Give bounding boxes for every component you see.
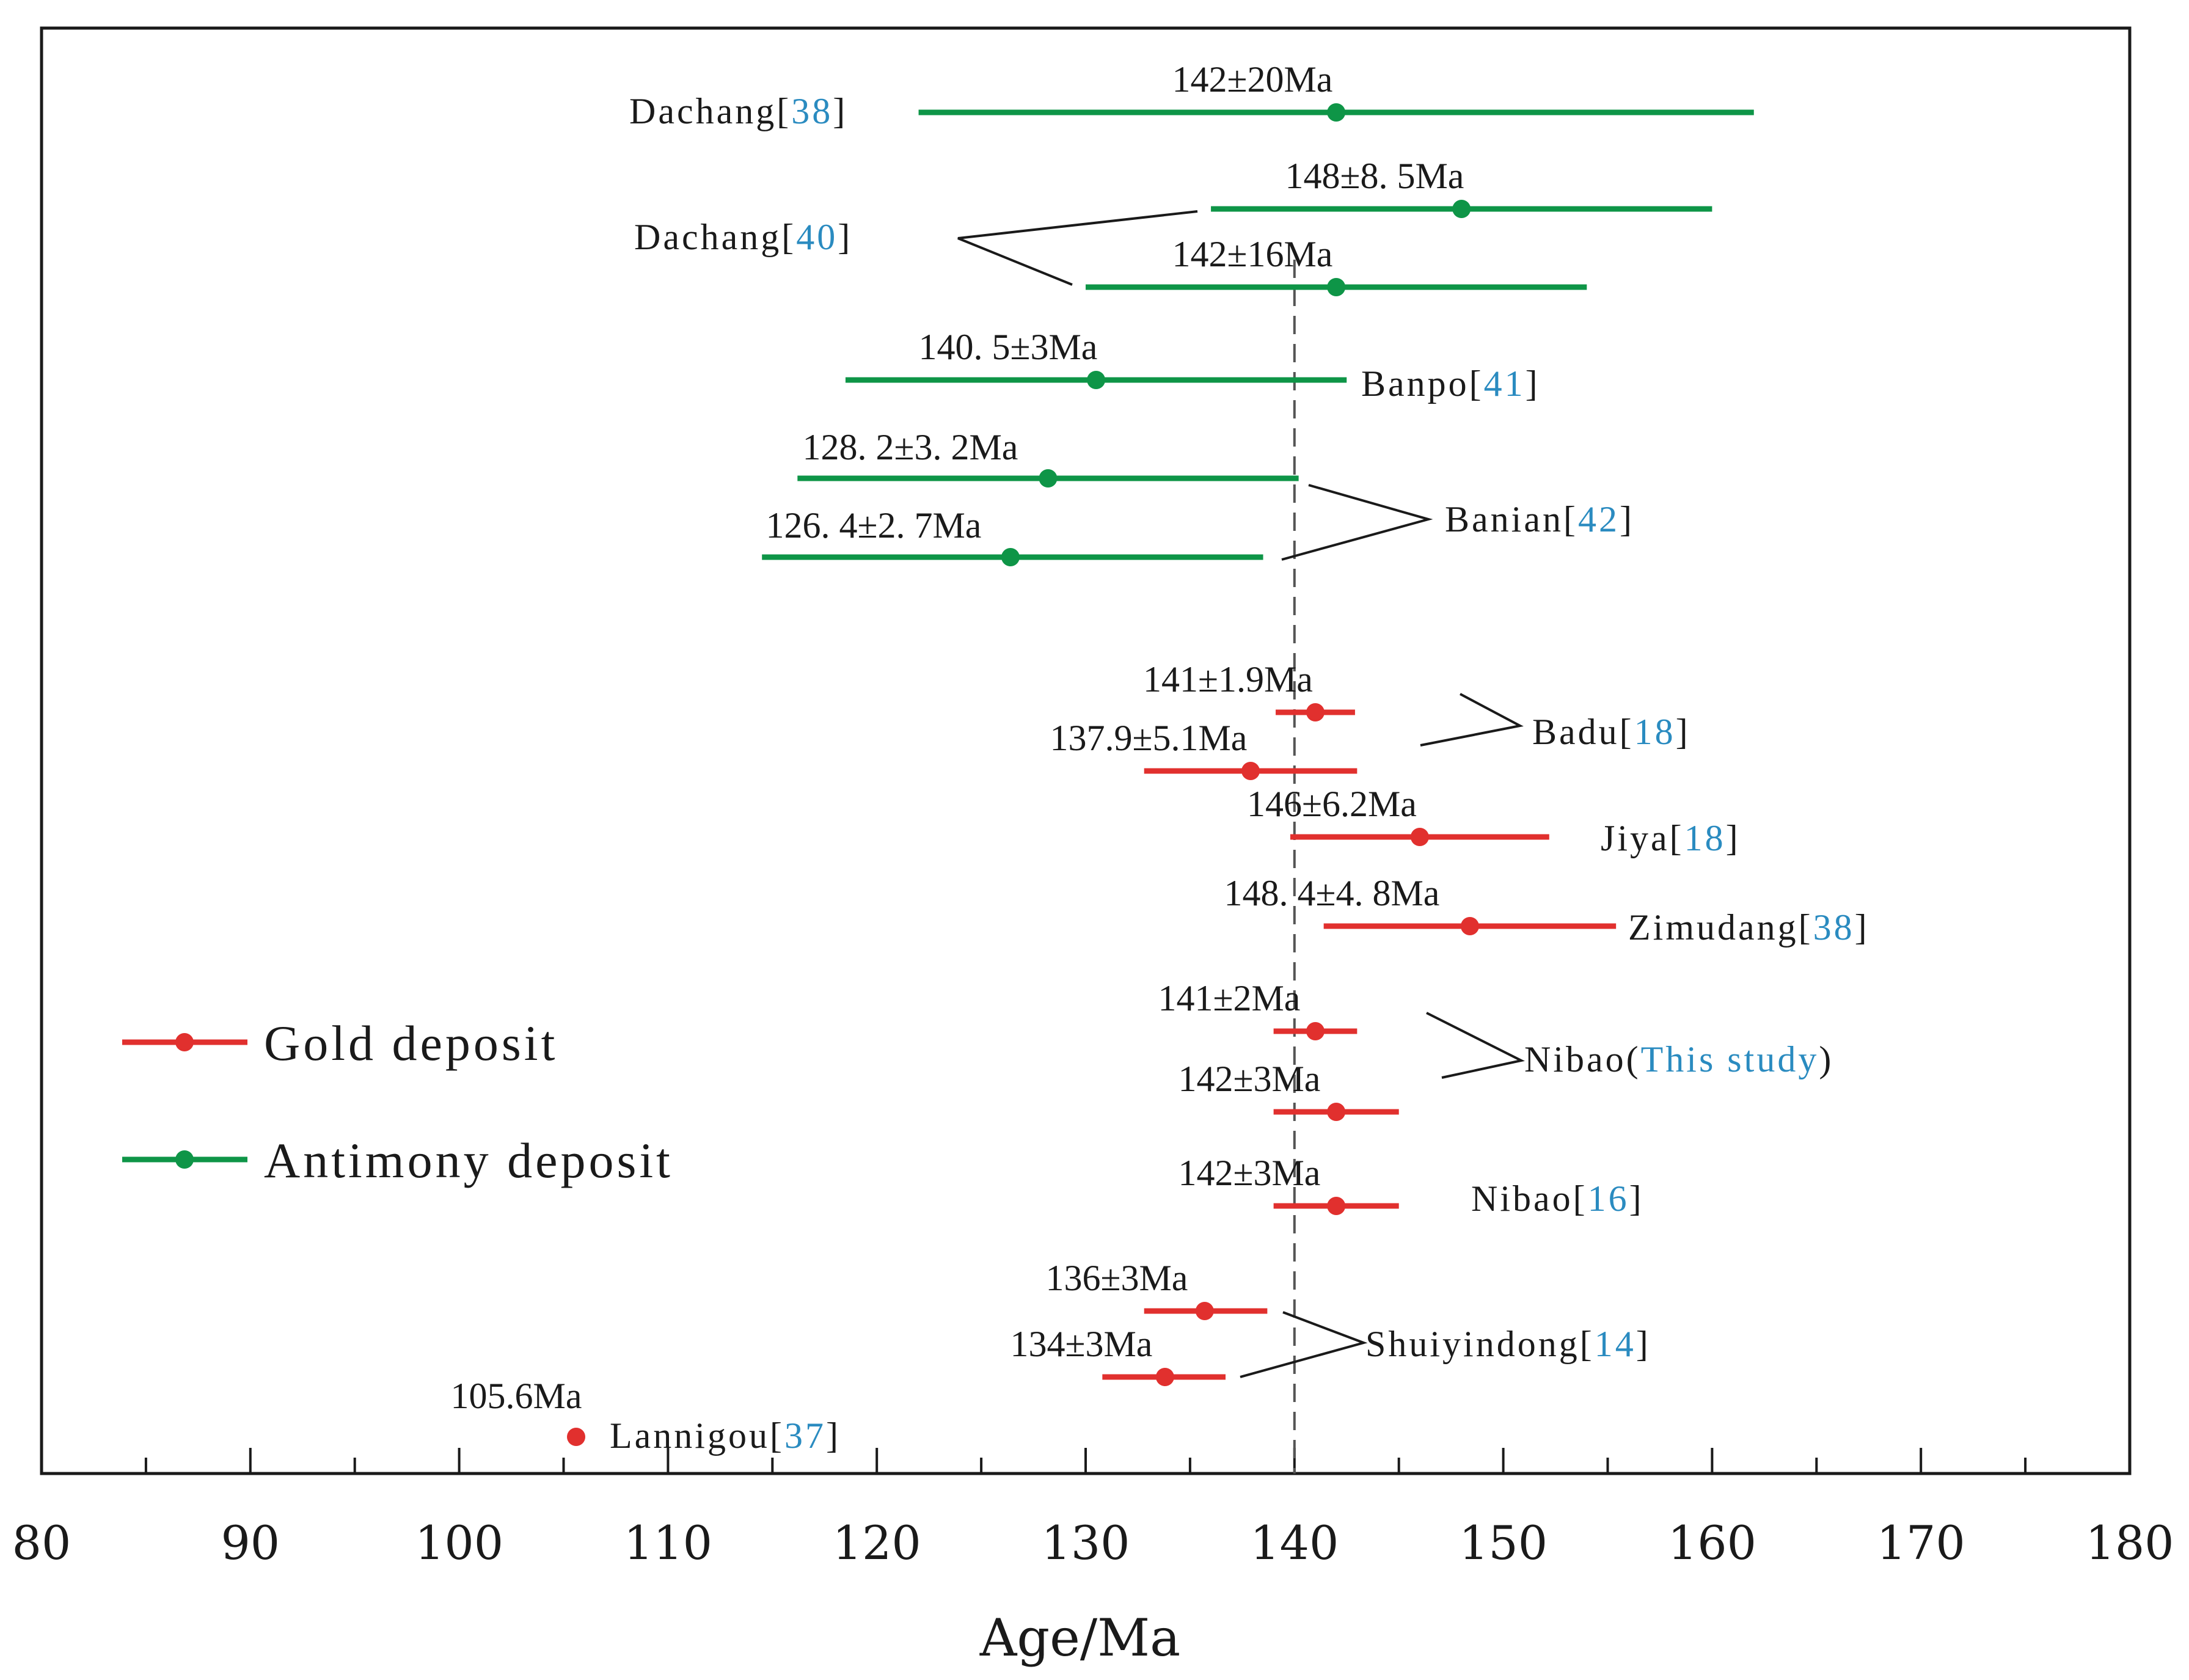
point-nibao16 — [1327, 1197, 1346, 1215]
age-label-banpo: 140. 5±3Ma — [919, 327, 1098, 367]
age-label-lannigou: 105.6Ma — [451, 1376, 582, 1416]
legend: Gold deposit Antimony deposit — [122, 1015, 673, 1188]
connector-nibao — [1426, 1012, 1525, 1079]
point-zimudang — [1460, 917, 1479, 935]
age-labels: 142±20Ma 148±8. 5Ma 142±16Ma 140. 5±3Ma 128.… — [451, 59, 1464, 1416]
age-label-dachang40b: 142±16Ma — [1172, 234, 1333, 274]
age-label-shuiyin2: 134±3Ma — [1010, 1324, 1153, 1364]
x-tick-label-120: 120 — [833, 1516, 921, 1570]
age-label-jiya: 146±6.2Ma — [1247, 784, 1417, 824]
connector-dachang40 — [957, 210, 1198, 286]
point-dachang40a — [1452, 200, 1471, 218]
connector-badu — [1420, 693, 1524, 747]
age-label-nibao2: 142±3Ma — [1179, 1059, 1321, 1099]
age-label-banian1: 128. 2±3. 2Ma — [803, 427, 1018, 467]
age-label-badu1: 141±1.9Ma — [1143, 659, 1313, 699]
age-label-badu2: 137.9±5.1Ma — [1050, 718, 1248, 758]
deposit-label-nibao-this-study: Nibao(This study) — [1524, 1039, 1833, 1079]
point-dachang38 — [1327, 103, 1346, 122]
point-banian1 — [1039, 469, 1058, 488]
x-tick-label-100: 100 — [415, 1516, 503, 1570]
x-tick-label-140: 140 — [1250, 1516, 1339, 1570]
legend-antimony-label: Antimony deposit — [264, 1133, 673, 1188]
x-tick-label-160: 160 — [1668, 1516, 1756, 1570]
x-tick-label-130: 130 — [1041, 1516, 1130, 1570]
point-banpo — [1087, 371, 1106, 389]
deposit-label-shuiyindong: Shuiyindong[14] — [1365, 1324, 1651, 1364]
point-badu1 — [1306, 703, 1325, 721]
age-label-shuiyin1: 136±3Ma — [1046, 1258, 1188, 1298]
point-banian2 — [1001, 548, 1020, 566]
deposit-label-lannigou: Lannigou[37] — [610, 1415, 841, 1456]
age-label-zimudang: 148. 4±4. 8Ma — [1224, 873, 1440, 913]
deposit-label-banpo: Banpo[41] — [1361, 363, 1540, 404]
point-dachang40b — [1327, 278, 1346, 296]
x-axis-ticks: 80 90 100 110 120 130 140 150 160 170 180 — [12, 1448, 2174, 1570]
legend-gold-label: Gold deposit — [264, 1015, 558, 1071]
x-tick-label-180: 180 — [2085, 1516, 2174, 1570]
point-shuiyin2 — [1155, 1368, 1174, 1386]
x-tick-label-110: 110 — [624, 1516, 712, 1570]
deposit-label-dachang40: Dachang[40] — [634, 217, 852, 257]
x-axis-title: Age/Ma — [979, 1608, 1181, 1668]
legend-antimony-marker — [175, 1150, 194, 1169]
point-jiya — [1410, 828, 1429, 846]
deposit-label-zimudang: Zimudang[38] — [1628, 907, 1869, 948]
age-label-dachang40a: 148±8. 5Ma — [1285, 156, 1464, 196]
age-label-banian2: 126. 4±2. 7Ma — [766, 505, 982, 546]
point-nibao2 — [1327, 1103, 1346, 1121]
label-connectors — [957, 210, 1525, 1378]
deposit-label-nibao16: Nibao[16] — [1471, 1178, 1644, 1219]
legend-gold-marker — [175, 1033, 194, 1051]
deposit-label-jiya: Jiya[18] — [1601, 818, 1741, 858]
age-label-dachang38: 142±20Ma — [1172, 59, 1333, 100]
point-shuiyin1 — [1195, 1302, 1214, 1320]
deposit-label-badu: Badu[18] — [1532, 712, 1690, 752]
age-label-nibao16: 142±3Ma — [1179, 1153, 1321, 1193]
deposit-label-dachang38: Dachang[38] — [629, 91, 847, 131]
point-nibao1 — [1306, 1022, 1325, 1040]
connector-shuiyindong — [1240, 1311, 1368, 1378]
connector-banian — [1281, 484, 1433, 561]
age-label-nibao1: 141±2Ma — [1158, 978, 1301, 1018]
error-bars — [567, 103, 1754, 1446]
deposit-label-banian: Banian[42] — [1445, 499, 1634, 539]
x-tick-label-90: 90 — [221, 1516, 280, 1570]
x-tick-label-80: 80 — [12, 1516, 71, 1570]
point-badu2 — [1241, 762, 1260, 780]
x-tick-label-170: 170 — [1877, 1516, 1965, 1570]
x-tick-label-150: 150 — [1459, 1516, 1548, 1570]
point-lannigou — [567, 1428, 586, 1446]
